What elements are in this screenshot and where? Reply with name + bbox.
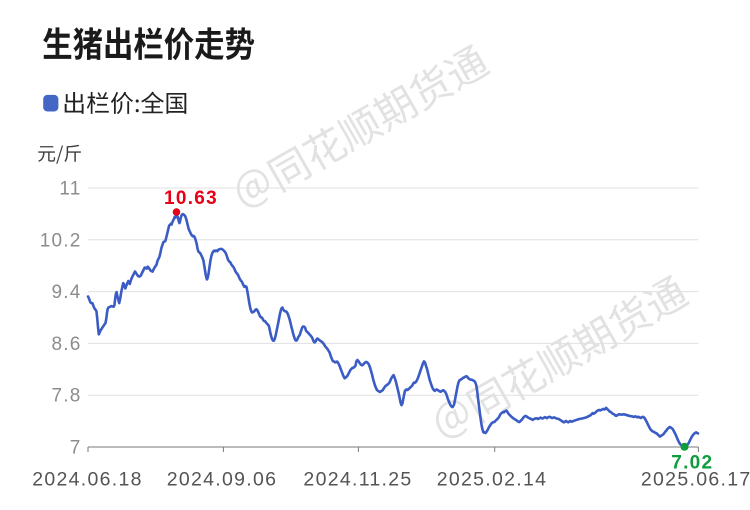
svg-text:10.2: 10.2 [40, 230, 82, 251]
svg-text:7.8: 7.8 [51, 386, 81, 407]
svg-text:2025.02.14: 2025.02.14 [437, 469, 548, 491]
svg-text:10.63: 10.63 [164, 188, 218, 209]
svg-text:9.4: 9.4 [51, 282, 81, 303]
svg-text:2024.06.18: 2024.06.18 [32, 469, 143, 491]
svg-text:11: 11 [59, 179, 81, 200]
svg-text:2024.11.25: 2024.11.25 [303, 469, 412, 491]
svg-text:2025.06.17: 2025.06.17 [641, 469, 750, 491]
svg-text:2024.09.06: 2024.09.06 [167, 469, 278, 491]
svg-text:8.6: 8.6 [51, 334, 81, 355]
svg-text:7.02: 7.02 [671, 453, 713, 474]
svg-text:7: 7 [70, 438, 82, 459]
